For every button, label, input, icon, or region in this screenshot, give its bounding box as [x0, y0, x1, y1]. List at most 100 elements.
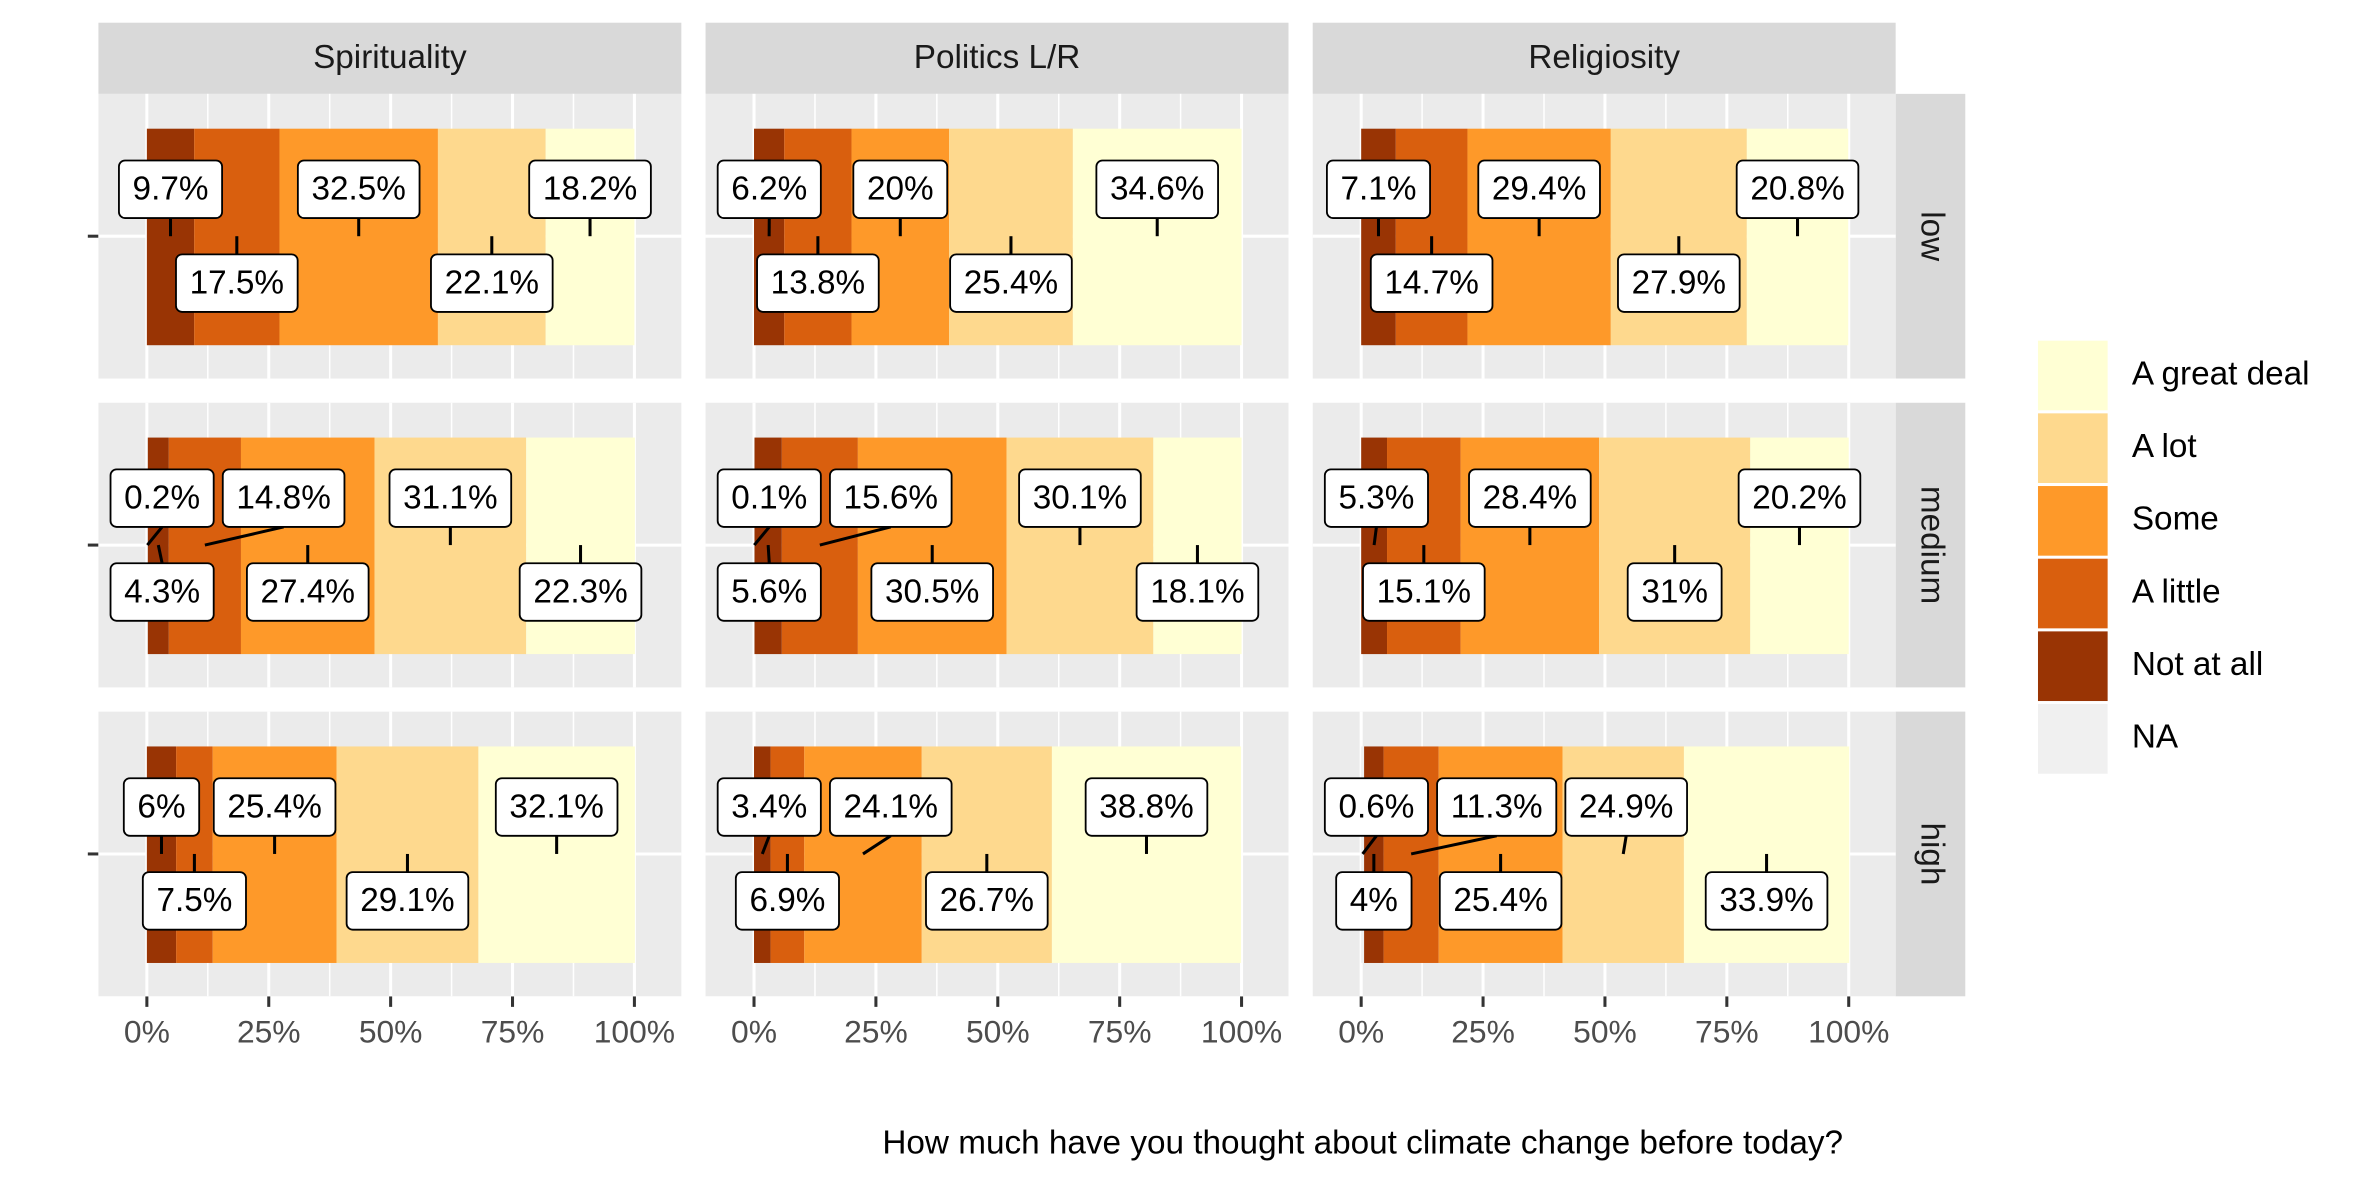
leader-line: [760, 835, 771, 855]
label-box: [1135, 562, 1260, 622]
value-label: 13.8%: [756, 236, 880, 313]
value-label-text: 22.1%: [445, 264, 539, 301]
value-label-text: 24.1%: [844, 788, 938, 825]
value-label-text: 6.9%: [749, 882, 825, 919]
value-label: 4.3%: [109, 544, 215, 622]
value-label: 6%: [122, 777, 201, 854]
value-label: 26.7%: [925, 853, 1049, 931]
value-label-text: 14.7%: [1384, 264, 1478, 301]
label-box: [1084, 777, 1209, 837]
value-label-text: 9.7%: [133, 171, 209, 208]
label-box: [1323, 777, 1429, 837]
label-box: [1477, 159, 1601, 219]
x-tick-label: 100%: [1201, 1014, 1282, 1050]
facet-row-label: medium: [1914, 486, 1951, 604]
value-label-text: 20.8%: [1750, 171, 1844, 208]
value-label: 25.4%: [949, 236, 1073, 313]
value-label: 22.1%: [430, 236, 554, 313]
value-label: 4%: [1335, 853, 1413, 931]
leader-line: [146, 525, 164, 547]
value-label: 14.8%: [204, 468, 346, 547]
label-box: [756, 253, 880, 313]
label-box: [716, 777, 822, 837]
label-box: [1436, 777, 1558, 837]
legend-label: A great deal: [2132, 355, 2310, 392]
value-label: 20.2%: [1737, 468, 1862, 546]
value-label-text: 4.3%: [124, 573, 200, 610]
value-label: 5.6%: [716, 544, 822, 622]
value-label: 18.2%: [528, 159, 652, 237]
x-tick-label: 0%: [1338, 1014, 1384, 1050]
value-label: 31.1%: [388, 468, 513, 546]
legend-key: [2037, 340, 2108, 411]
leader-line: [1361, 834, 1378, 855]
label-box: [716, 562, 822, 622]
value-label: 15.6%: [819, 468, 953, 547]
facet-strip: [705, 22, 1289, 94]
facet-row-label: low: [1914, 211, 1951, 262]
value-label-text: 25.4%: [227, 788, 321, 825]
value-label-text: 7.1%: [1341, 171, 1417, 208]
value-label-text: 24.9%: [1579, 788, 1673, 825]
value-label: 31%: [1626, 545, 1723, 622]
leader-line: [204, 525, 284, 547]
label-box: [388, 468, 513, 528]
value-label-text: 15.1%: [1377, 573, 1471, 610]
label-box: [1735, 159, 1860, 219]
value-label: 24.9%: [1564, 777, 1688, 855]
value-label-text: 18.2%: [543, 171, 637, 208]
value-label-text: 25.4%: [964, 264, 1058, 301]
facet-column-label: Politics L/R: [914, 39, 1081, 76]
leader-line: [862, 834, 892, 856]
value-label-text: 22.3%: [533, 573, 627, 610]
label-box: [870, 562, 994, 622]
label-box: [1095, 159, 1219, 219]
facet-column-label: Spirituality: [313, 39, 467, 76]
value-label: 38.8%: [1084, 777, 1209, 854]
value-label: 27.4%: [246, 545, 370, 622]
value-label-text: 17.5%: [190, 264, 284, 301]
value-label-text: 14.8%: [236, 479, 330, 516]
value-label: 28.4%: [1468, 468, 1592, 546]
value-label: 32.5%: [296, 159, 421, 237]
label-box: [1564, 777, 1688, 837]
leader-line: [753, 525, 771, 547]
value-label-text: 38.8%: [1099, 788, 1193, 825]
value-label: 20.8%: [1735, 159, 1860, 237]
x-tick-label: 0%: [731, 1014, 777, 1050]
leader-line: [766, 544, 771, 564]
x-tick-label: 100%: [1808, 1014, 1889, 1050]
value-label-text: 7.5%: [156, 882, 232, 919]
value-label-text: 34.6%: [1110, 171, 1204, 208]
label-box: [734, 871, 840, 931]
label-box: [212, 777, 337, 837]
facet-strip: [98, 22, 682, 94]
label-box: [1018, 468, 1142, 528]
value-label: 22.3%: [518, 545, 643, 622]
value-label: 0.6%: [1323, 777, 1429, 855]
legend-key: [2037, 558, 2108, 629]
value-label-text: 31.1%: [403, 479, 497, 516]
facet-column-label: Religiosity: [1528, 39, 1680, 76]
label-box: [175, 253, 299, 313]
legend-key: [2037, 486, 2108, 556]
legend-key: [2037, 631, 2108, 702]
value-label-text: 0.2%: [124, 479, 200, 516]
label-box: [949, 253, 1073, 313]
x-tick-label: 0%: [124, 1014, 170, 1050]
value-label-text: 20.2%: [1752, 479, 1846, 516]
label-box: [1468, 468, 1592, 528]
facet-strip: [1895, 402, 1966, 688]
x-tick-label: 50%: [1573, 1014, 1637, 1050]
value-label: 29.1%: [345, 853, 470, 931]
value-label-text: 26.7%: [940, 882, 1034, 919]
legend-key: [2037, 413, 2108, 483]
legend-label: A lot: [2132, 428, 2197, 465]
value-label-text: 29.1%: [360, 882, 454, 919]
bar-segment: [146, 437, 148, 655]
value-label-text: 15.6%: [844, 479, 938, 516]
value-label-text: 11.3%: [1451, 788, 1543, 825]
value-label: 11.3%: [1410, 777, 1558, 856]
value-label: 33.9%: [1704, 853, 1829, 931]
leader-line: [1621, 835, 1628, 855]
